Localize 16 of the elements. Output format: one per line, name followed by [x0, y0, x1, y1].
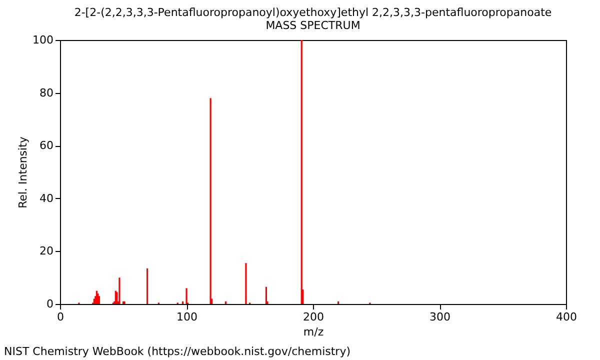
y-tick-label: 80 [40, 86, 54, 100]
y-tick-label: 0 [46, 298, 54, 310]
x-tick-label: 400 [556, 310, 577, 324]
chart-subtitle: MASS SPECTRUM [266, 19, 360, 32]
x-axis-title: m/z [303, 326, 324, 338]
y-tick-label: 60 [40, 139, 54, 152]
y-tick-label: 40 [40, 192, 54, 205]
text: NIST Chemistry WebBook (https://webbook.nist.gov/chemistry) [4, 345, 350, 358]
x-tick-label: 300 [430, 310, 450, 324]
x-tick-label: 0 [57, 310, 64, 324]
y-tick-label: 20 [40, 244, 54, 258]
x-tick-label: 100 [176, 310, 198, 324]
y-tick-label: 100 [32, 34, 54, 46]
x-tick-label: 200 [303, 310, 324, 324]
chart-title: 2-[2-(2,2,3,3,3-Pentafluoropropanoyl)oxyethoxy]ethyl 2,2,3,3,3-pentafluoropropanoate [74, 6, 552, 19]
y-axis-title: Rel. Intensity [16, 136, 30, 208]
